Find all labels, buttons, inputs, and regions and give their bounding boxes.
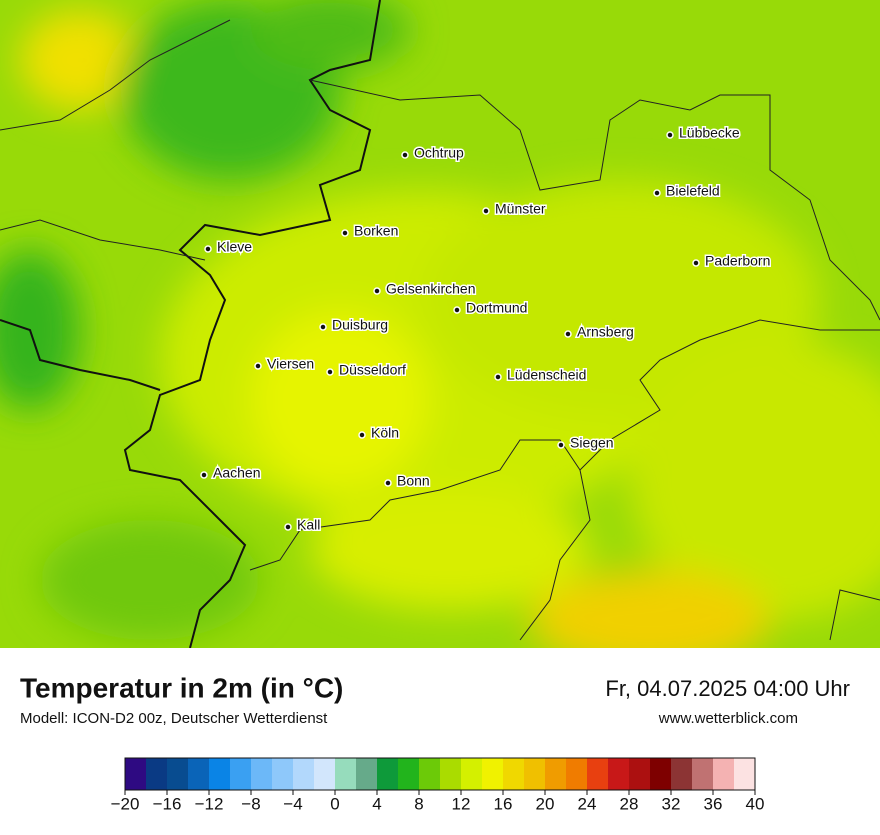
city-label: Kall [297, 517, 320, 533]
colorbar-segment [671, 758, 693, 790]
colorbar-tick-label: 12 [452, 794, 471, 813]
city-label: Lüdenscheid [507, 367, 586, 383]
city-label: Köln [371, 425, 399, 441]
website: www.wetterblick.com [658, 710, 798, 727]
city-dot [453, 306, 461, 314]
city-label: Siegen [570, 435, 614, 451]
city-label: Viersen [267, 356, 314, 372]
colorbar-segment [335, 758, 357, 790]
city-dot [326, 368, 334, 376]
city-dot [384, 479, 392, 487]
colorbar-segment [272, 758, 294, 790]
colorbar-tick-label: 4 [372, 794, 381, 813]
city-dot [373, 287, 381, 295]
city-label: Aachen [213, 465, 260, 481]
colorbar-segment [503, 758, 525, 790]
colorbar-tick-label: −8 [241, 794, 260, 813]
city-dot [666, 131, 674, 139]
colorbar-segment [608, 758, 630, 790]
colorbar-tick-label: −4 [283, 794, 302, 813]
city-dot [358, 431, 366, 439]
city-label: Bonn [397, 473, 430, 489]
colorbar-segment [356, 758, 378, 790]
national-borders [0, 0, 381, 648]
colorbar-tick-label: 16 [494, 794, 513, 813]
colorbar-segment [440, 758, 462, 790]
colorbar-tick-label: 8 [414, 794, 423, 813]
colorbar-tick-label: −20 [111, 794, 140, 813]
colorbar-segment [398, 758, 420, 790]
colorbar-tick-label: 0 [330, 794, 339, 813]
colorbar-segment [629, 758, 651, 790]
colorbar-tick-label: 36 [704, 794, 723, 813]
colorbar-segment [734, 758, 756, 790]
colorbar-segment [650, 758, 672, 790]
colorbar-segment [545, 758, 567, 790]
city-dot [200, 471, 208, 479]
city-dot [254, 362, 262, 370]
city-label: Münster [495, 201, 546, 217]
colorbar-segment [692, 758, 714, 790]
colorbar-segment [461, 758, 483, 790]
colorbar-segment [419, 758, 441, 790]
colorbar-segment [566, 758, 588, 790]
city-label: Dortmund [466, 300, 527, 316]
city-dot [482, 207, 490, 215]
city-dot [284, 523, 292, 531]
colorbar-segment [230, 758, 252, 790]
colorbar-segment [587, 758, 609, 790]
city-dot [653, 189, 661, 197]
colorbar-segment [146, 758, 168, 790]
city-dot [494, 373, 502, 381]
colorbar-frame [124, 757, 756, 791]
colorbar-tick-label: −12 [195, 794, 224, 813]
colorbar-segment [314, 758, 336, 790]
colorbar-tick-label: 32 [662, 794, 681, 813]
colorbar-segment [482, 758, 504, 790]
datetime: Fr, 04.07.2025 04:00 Uhr [605, 676, 850, 701]
city-label: Lübbecke [679, 125, 740, 141]
colorbar-tick-label: −16 [153, 794, 182, 813]
colorbar-tick-label: 40 [746, 794, 765, 813]
city-dot [557, 441, 565, 449]
city-label: Bielefeld [666, 183, 720, 199]
city-dot [692, 259, 700, 267]
subtitle: Modell: ICON-D2 00z, Deutscher Wetterdie… [20, 710, 328, 727]
colorbar-segment [524, 758, 546, 790]
city-label: Gelsenkirchen [386, 281, 476, 297]
city-label: Ochtrup [414, 145, 464, 161]
city-dot [204, 245, 212, 253]
city-dot [341, 229, 349, 237]
title: Temperatur in 2m (in °C) [20, 672, 343, 703]
city-dot [319, 323, 327, 331]
city-dot [564, 330, 572, 338]
city-label: Duisburg [332, 317, 388, 333]
colorbar-tick-label: 28 [620, 794, 639, 813]
colorbar-segment [713, 758, 735, 790]
colorbar-segment [167, 758, 189, 790]
city-label: Paderborn [705, 253, 770, 269]
colorbar-segment [209, 758, 231, 790]
city-label: Düsseldorf [339, 362, 406, 378]
colorbar-tick-label: 20 [536, 794, 555, 813]
city-label: Borken [354, 223, 398, 239]
colorbar-tick-label: 24 [578, 794, 597, 813]
city-dot [401, 151, 409, 159]
city-label: Arnsberg [577, 324, 634, 340]
colorbar-segment [377, 758, 399, 790]
regional-borders [0, 19, 880, 641]
colorbar: −20 −16 −12 −8 −4 0 4 8 12 16 20 24 28 32 36 40 [111, 757, 765, 813]
city-labels: Ochtrup Lübbecke Bielefeld Münster Borken Kle… [200, 123, 772, 534]
colorbar-segment [188, 758, 210, 790]
map [0, 0, 880, 648]
colorbar-segment [293, 758, 315, 790]
colorbar-segment [251, 758, 273, 790]
city-label: Kleve [217, 239, 252, 255]
colorbar-segment [125, 758, 147, 790]
